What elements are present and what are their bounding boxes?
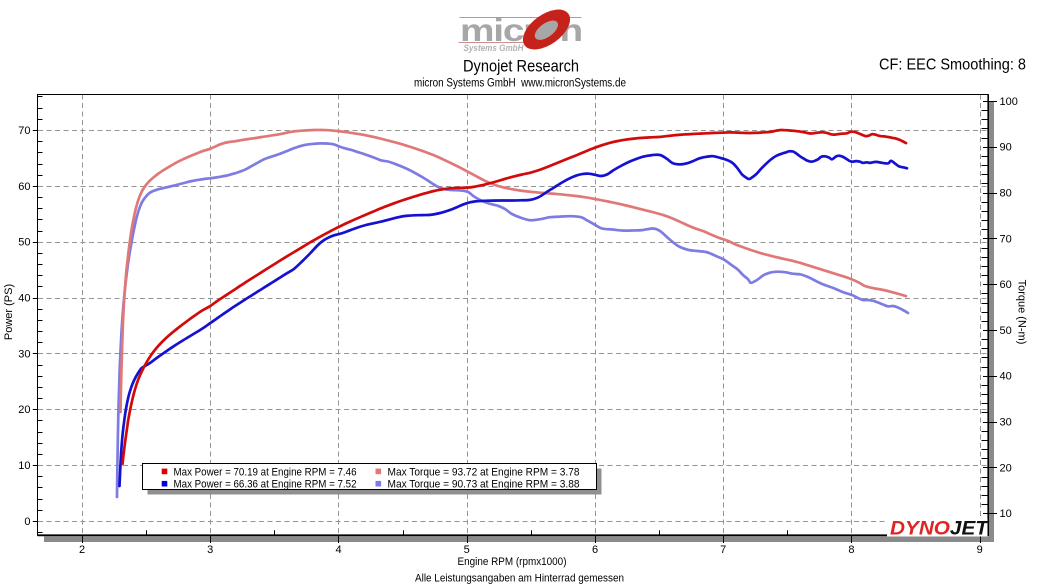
- svg-text:Max Power = 66.36 at Engine RP: Max Power = 66.36 at Engine RPM = 7.52: [174, 479, 357, 491]
- svg-text:20: 20: [18, 404, 30, 416]
- svg-text:3: 3: [207, 544, 213, 556]
- svg-text:Max Torque = 90.73 at Engine R: Max Torque = 90.73 at Engine RPM = 3.88: [388, 479, 580, 491]
- svg-text:30: 30: [18, 348, 30, 360]
- svg-text:10: 10: [18, 460, 30, 472]
- svg-text:30: 30: [1000, 417, 1012, 429]
- svg-text:5: 5: [464, 544, 470, 556]
- svg-text:50: 50: [1000, 325, 1012, 337]
- svg-text:100: 100: [1000, 96, 1018, 108]
- svg-text:9: 9: [977, 544, 983, 556]
- svg-text:micron Systems GmbH www.micro: micron Systems GmbH www.micronSystems.de: [414, 78, 626, 90]
- svg-text:Max Torque = 93.72 at Engine R: Max Torque = 93.72 at Engine RPM = 3.78: [388, 466, 580, 478]
- svg-text:Power (PS): Power (PS): [3, 284, 15, 340]
- svg-text:Alle Leistungsangaben am Hinte: Alle Leistungsangaben am Hinterrad gemes…: [415, 573, 624, 585]
- svg-text:Torque (N-m): Torque (N-m): [1016, 280, 1028, 345]
- svg-text:Engine RPM (rpmx1000): Engine RPM (rpmx1000): [458, 556, 567, 568]
- svg-text:20: 20: [1000, 462, 1012, 474]
- svg-text:8: 8: [848, 544, 854, 556]
- svg-text:CF: EEC Smoothing: 8: CF: EEC Smoothing: 8: [879, 57, 1026, 74]
- svg-text:Max Power = 70.19 at Engine RP: Max Power = 70.19 at Engine RPM = 7.46: [174, 466, 357, 478]
- svg-text:2: 2: [79, 544, 85, 556]
- svg-text:7: 7: [720, 544, 726, 556]
- svg-text:Dynojet Research: Dynojet Research: [463, 58, 579, 76]
- svg-text:6: 6: [592, 544, 598, 556]
- svg-text:10: 10: [1000, 508, 1012, 520]
- svg-text:0: 0: [24, 516, 30, 528]
- svg-text:Systems GmbH: Systems GmbH: [464, 43, 525, 54]
- svg-text:50: 50: [18, 237, 30, 249]
- svg-text:70: 70: [18, 125, 30, 137]
- svg-text:90: 90: [1000, 142, 1012, 154]
- svg-text:60: 60: [1000, 279, 1012, 291]
- svg-text:70: 70: [1000, 233, 1012, 245]
- svg-text:4: 4: [335, 544, 341, 556]
- svg-text:40: 40: [1000, 371, 1012, 383]
- svg-text:80: 80: [1000, 188, 1012, 200]
- svg-text:40: 40: [18, 293, 30, 305]
- svg-text:60: 60: [18, 181, 30, 193]
